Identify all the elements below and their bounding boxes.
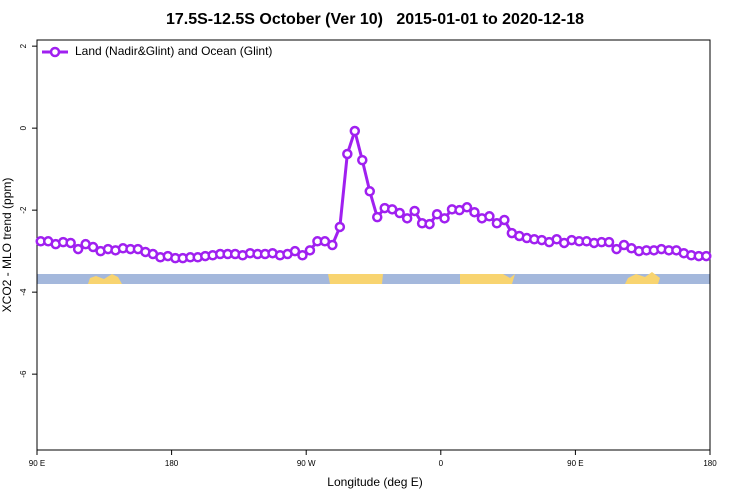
data-point: [484, 211, 495, 222]
data-point: [304, 245, 316, 256]
y-tick-label: 2: [19, 43, 28, 48]
y-tick-label: 0: [19, 125, 28, 130]
plot-frame: [36, 39, 711, 451]
land-patch: [328, 274, 383, 284]
x-tick-label: 90 W: [297, 459, 316, 468]
y-tick-label: -6: [19, 370, 28, 378]
x-tick-label: 90 E: [29, 459, 45, 468]
data-point: [371, 211, 383, 223]
data-point: [499, 214, 510, 226]
land-patch: [88, 274, 122, 284]
land-patch: [460, 274, 515, 284]
x-tick-label: 180: [165, 459, 179, 468]
data-point: [701, 250, 712, 262]
data-point: [65, 237, 76, 249]
land-patch: [625, 272, 660, 284]
legend-marker: [49, 46, 61, 58]
data-point: [603, 236, 615, 248]
x-axis-label: Longitude (deg E): [327, 475, 422, 489]
x-tick-label: 180: [703, 459, 717, 468]
data-point: [334, 221, 346, 233]
x-tick-label: 90 E: [567, 459, 583, 468]
data-point: [327, 239, 338, 251]
data-point: [364, 186, 376, 197]
chart-title: 17.5S-12.5S October (Ver 10) 2015-01-01 …: [166, 11, 584, 28]
data-point: [357, 154, 368, 166]
data-point: [431, 209, 443, 220]
land-mask: [37, 272, 710, 284]
data-point: [87, 241, 99, 253]
y-axis-label: XCO2 - MLO trend (ppm): [0, 178, 14, 313]
data-point: [424, 218, 435, 230]
data-point: [289, 245, 301, 257]
legend-label: Land (Nadir&Glint) and Ocean (Glint): [75, 44, 272, 58]
data-point: [461, 202, 473, 213]
data-point: [297, 250, 308, 261]
data-point: [611, 243, 622, 255]
data-point: [469, 206, 480, 218]
data-point: [349, 125, 361, 137]
data-point: [394, 207, 405, 219]
data-point: [72, 243, 84, 255]
data-point: [401, 213, 413, 224]
y-tick-label: -4: [19, 288, 28, 296]
x-tick-label: 0: [439, 459, 444, 468]
y-tick-label: -2: [19, 206, 28, 214]
data-point: [409, 205, 420, 217]
data-point: [439, 213, 450, 224]
data-point: [342, 148, 353, 160]
